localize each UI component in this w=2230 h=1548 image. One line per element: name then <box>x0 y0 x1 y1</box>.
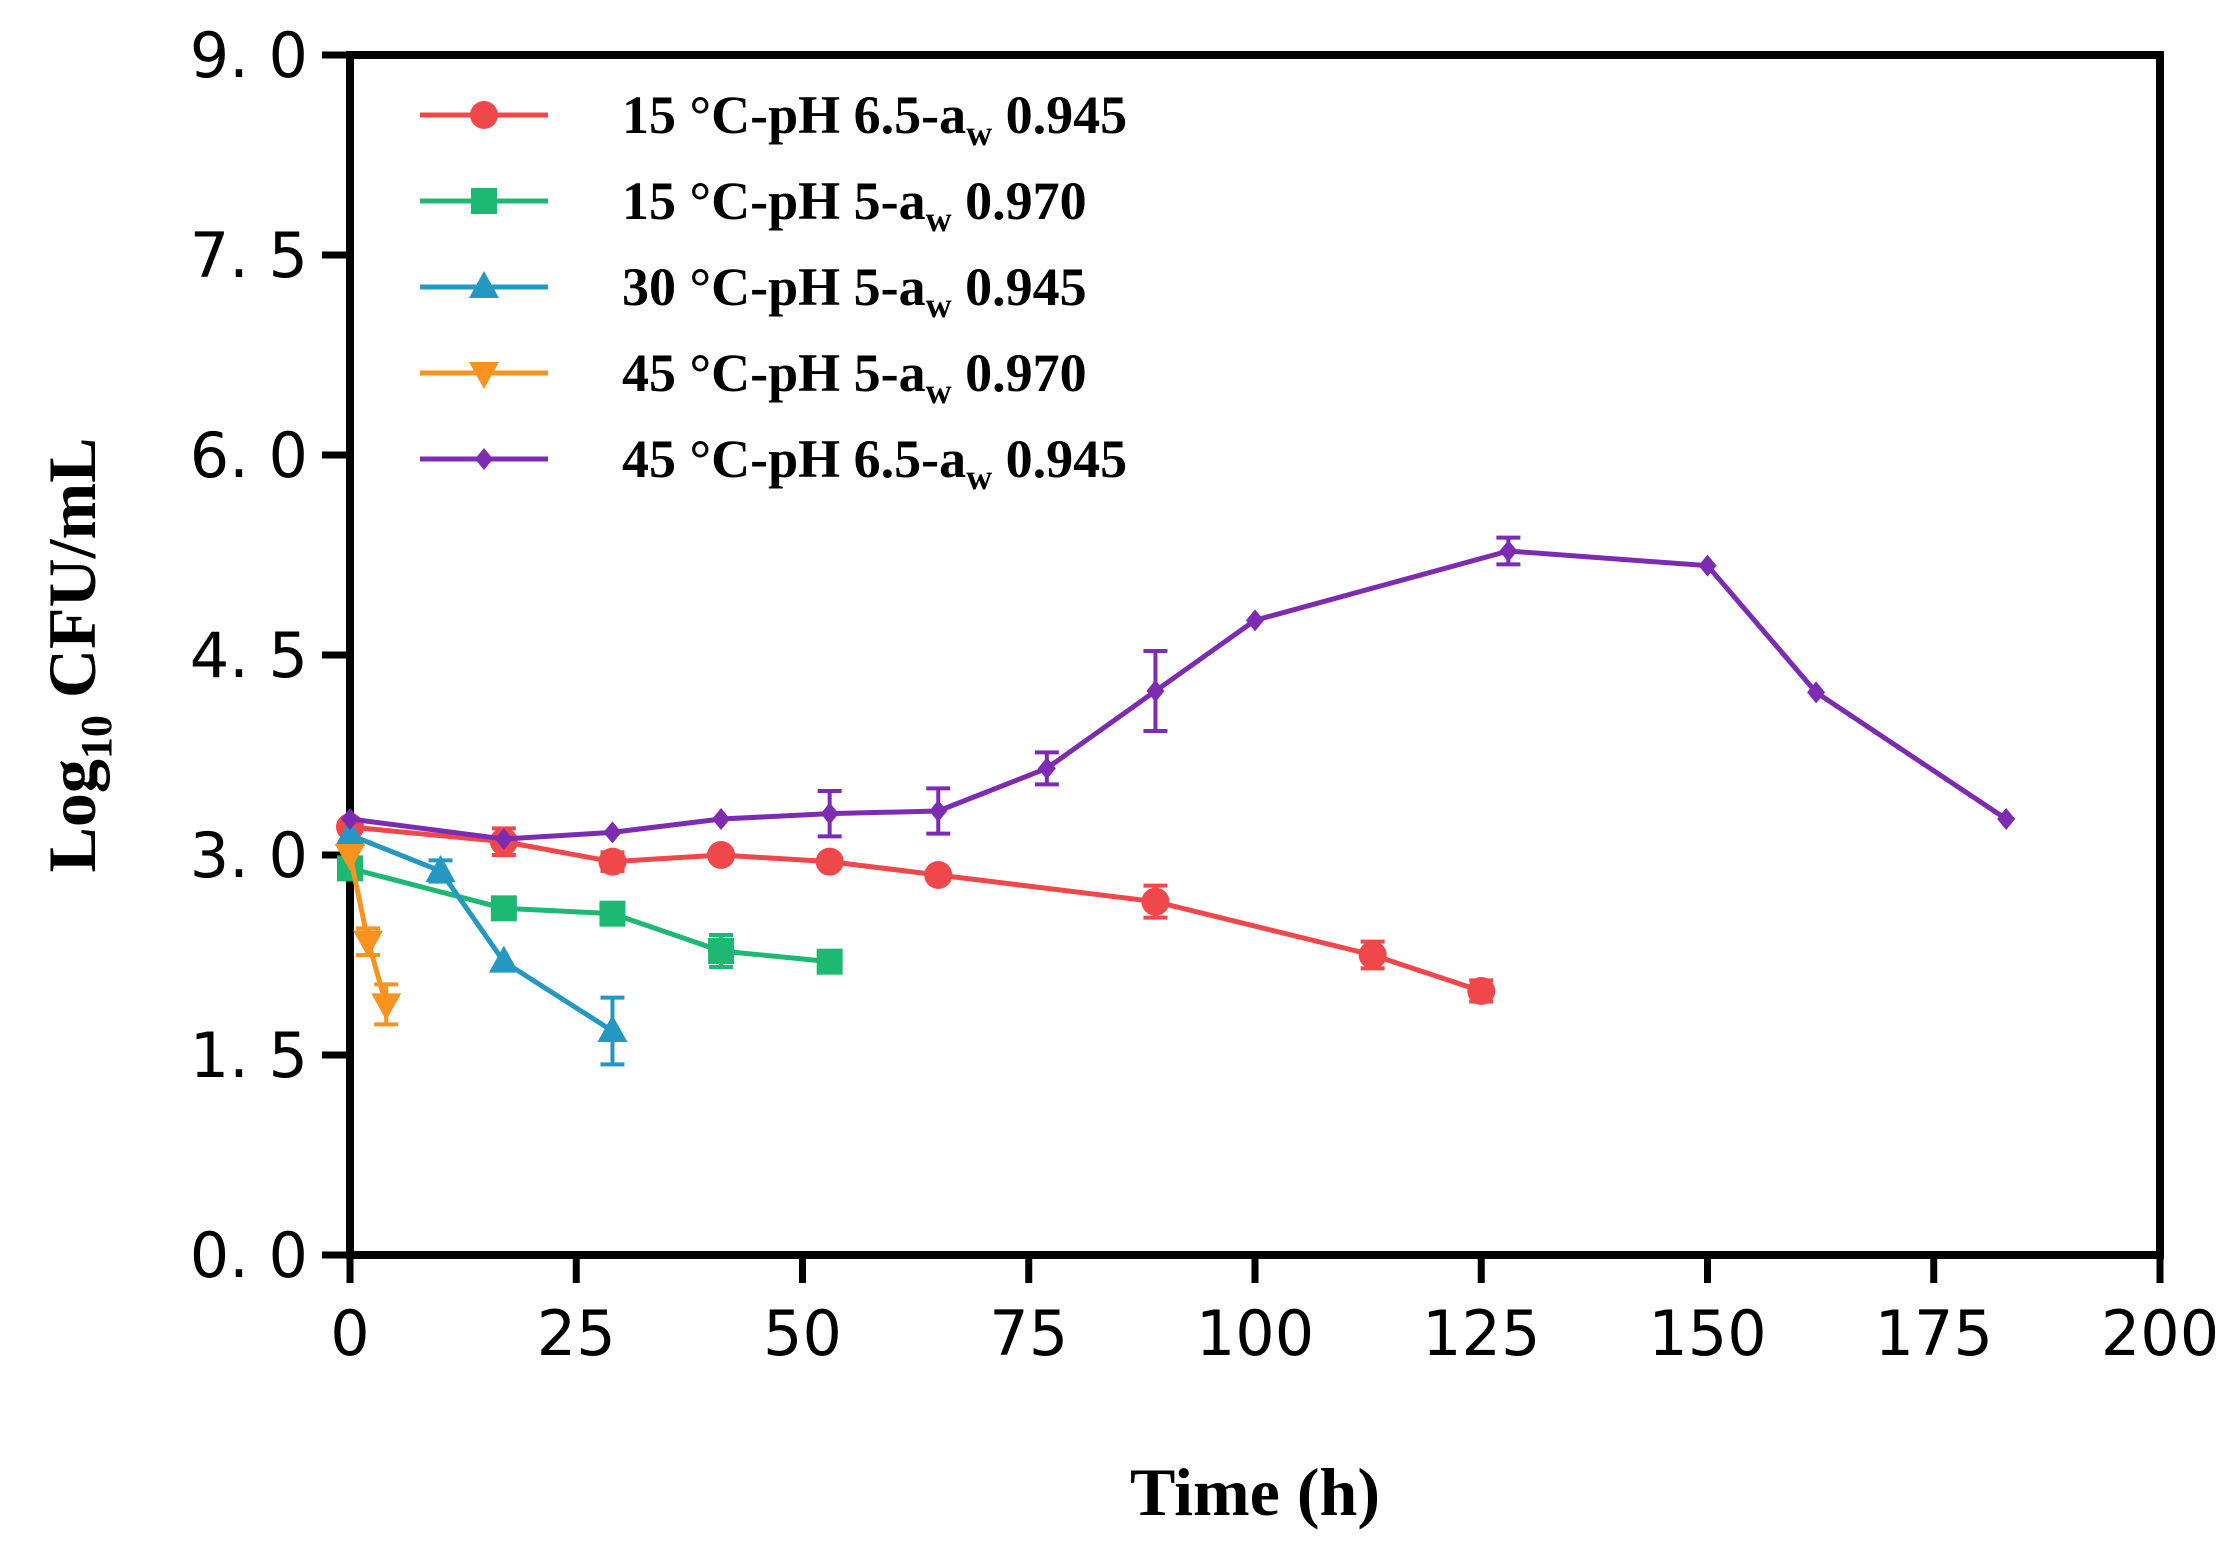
y-tick-label: 6. 0 <box>190 419 308 492</box>
legend-label: 30 °C-pH 5-aw 0.945 <box>622 257 1087 325</box>
legend-entry-4: 45 °C-pH 6.5-aw 0.945 <box>420 429 1127 497</box>
series-line <box>349 548 2008 842</box>
y-tick-label: 9. 0 <box>190 19 308 92</box>
data-point <box>371 993 402 1021</box>
data-point <box>353 930 384 958</box>
axes-group: 0. 0 1. 5 3. 0 4. 5 6. 0 7. 5 9. 0 0 25 50 75 100 12… <box>34 19 2219 1530</box>
legend-marker <box>470 101 498 129</box>
data-point <box>929 800 948 822</box>
data-point <box>1807 681 1826 704</box>
legend-label: 45 °C-pH 5-aw 0.970 <box>622 343 1087 411</box>
series-line <box>349 865 830 965</box>
legend-marker <box>471 188 497 214</box>
data-point <box>1358 941 1387 969</box>
y-axis-title: Log10 CFU/mL <box>34 437 121 872</box>
x-tick-label: 75 <box>989 1297 1068 1370</box>
data-point <box>1698 554 1717 577</box>
data-point <box>712 808 731 830</box>
data-point <box>335 819 365 846</box>
data-point <box>341 808 359 830</box>
data-point <box>708 938 735 964</box>
series-3 <box>335 844 402 1027</box>
legend-label: 15 °C-pH 5-aw 0.970 <box>622 171 1087 239</box>
x-tick-label: 125 <box>1422 1297 1540 1370</box>
legend-entry-3: 45 °C-pH 5-aw 0.970 <box>420 343 1087 411</box>
x-axis-title: Time (h) <box>1130 1454 1380 1530</box>
series-group <box>335 535 2016 1067</box>
data-point <box>707 841 736 869</box>
data-point <box>1141 887 1170 916</box>
data-point <box>1246 609 1264 632</box>
y-tick-label: 1. 5 <box>190 1019 308 1092</box>
legend-entry-0: 15 °C-pH 6.5-aw 0.945 <box>420 85 1127 153</box>
x-tick-label: 0 <box>330 1297 369 1370</box>
data-point <box>924 861 953 889</box>
data-point <box>1499 540 1518 562</box>
x-tick-label: 25 <box>537 1297 616 1370</box>
plot-frame <box>346 51 2164 1259</box>
data-point <box>335 844 365 871</box>
x-tick-label: 175 <box>1875 1297 1993 1370</box>
x-tick-label: 200 <box>2101 1297 2219 1370</box>
data-point <box>488 945 519 973</box>
y-tick-label: 7. 5 <box>190 219 308 292</box>
series-2 <box>335 819 628 1067</box>
data-point <box>820 802 839 825</box>
series-4 <box>341 535 2016 850</box>
legend-marker <box>475 448 493 470</box>
data-point <box>1467 977 1496 1005</box>
x-tick-label: 150 <box>1648 1297 1766 1370</box>
legend-marker <box>469 362 499 389</box>
series-line <box>349 832 614 1034</box>
x-tick-label: 50 <box>763 1297 842 1370</box>
data-point <box>1997 808 2016 830</box>
series-1 <box>337 855 843 975</box>
y-tick-label: 0. 0 <box>190 1219 308 1292</box>
data-point <box>816 948 843 975</box>
data-point <box>597 1015 628 1042</box>
x-tick-label: 100 <box>1196 1297 1314 1370</box>
data-point <box>425 855 456 882</box>
data-point <box>1037 757 1056 780</box>
data-point <box>815 847 844 876</box>
legend-label: 15 °C-pH 6.5-aw 0.945 <box>622 85 1127 153</box>
legend-marker <box>469 271 499 298</box>
y-tick-label: 3. 0 <box>190 819 308 892</box>
data-point <box>598 847 627 876</box>
data-point <box>603 821 622 844</box>
data-point <box>494 828 513 850</box>
data-point <box>599 900 626 927</box>
data-point <box>490 895 517 922</box>
legend-entry-2: 30 °C-pH 5-aw 0.945 <box>420 257 1087 325</box>
legend-entry-1: 15 °C-pH 5-aw 0.970 <box>420 171 1087 239</box>
legend-label: 45 °C-pH 6.5-aw 0.945 <box>622 429 1127 497</box>
legend: 15 °C-pH 6.5-aw 0.945 15 °C-pH 5-aw 0.970… <box>420 85 1127 497</box>
data-point <box>1146 680 1165 702</box>
y-tick-label: 4. 5 <box>190 619 308 692</box>
